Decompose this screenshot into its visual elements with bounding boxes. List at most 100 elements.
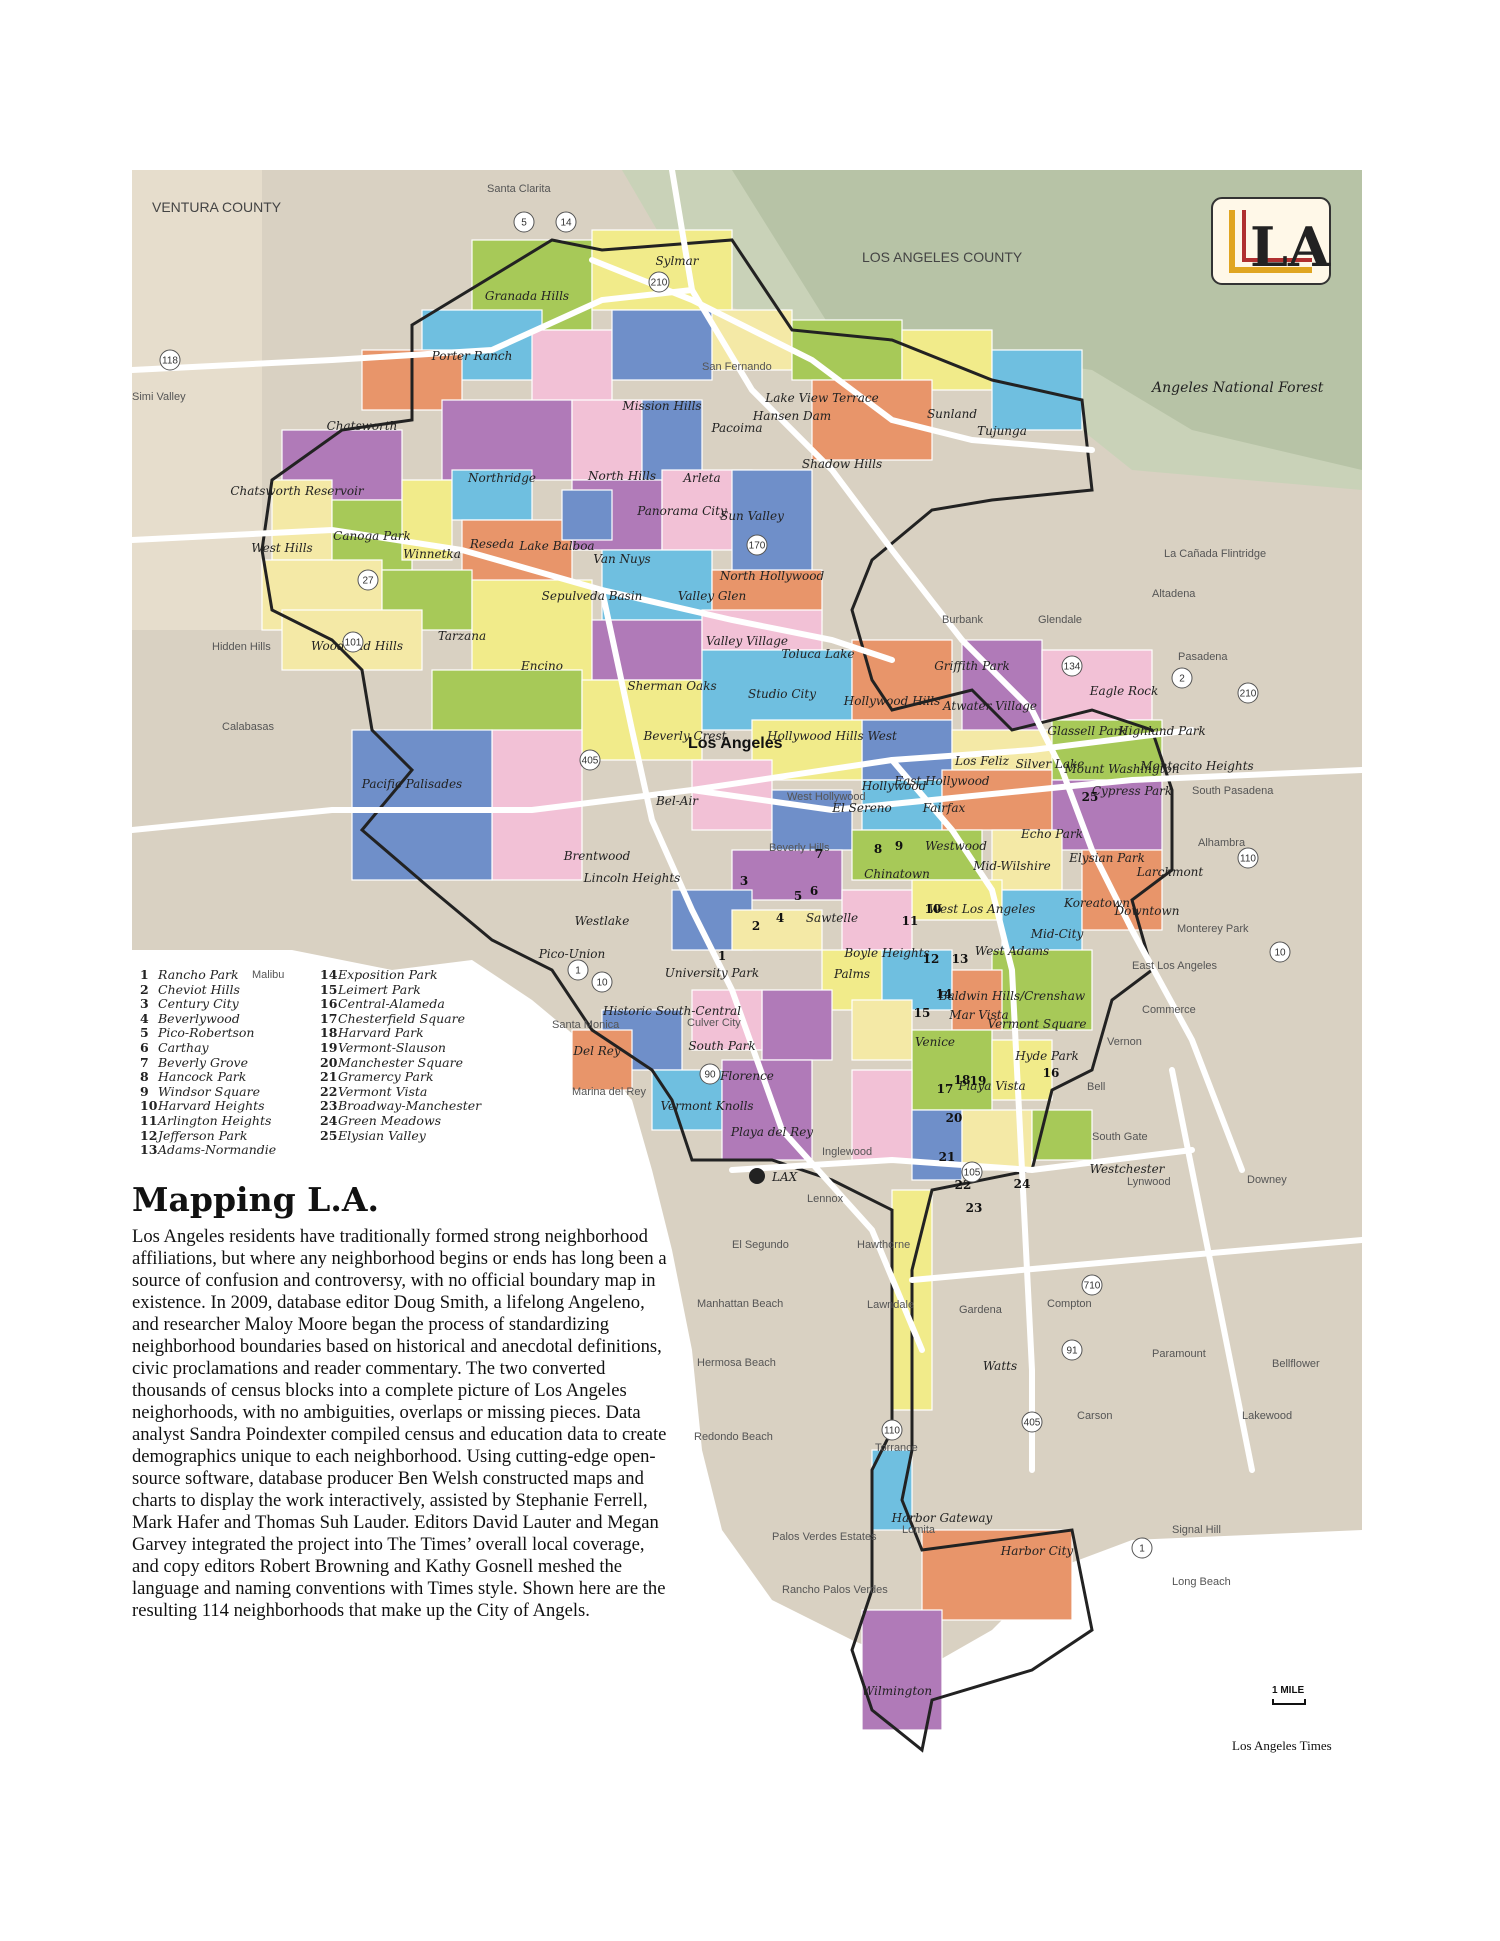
neighborhood-map: VENTURA COUNTY LOS ANGELES COUNTY Angele… <box>132 170 1362 1810</box>
legend-number-marker: 4 <box>776 911 784 925</box>
city-label: Lakewood <box>1242 1410 1292 1422</box>
neighborhood-tile <box>861 719 953 781</box>
legend-item-name: Hancock Park <box>158 1069 247 1085</box>
neighborhood-label: Vermont Square <box>988 1017 1087 1031</box>
legend-item-number: 3 <box>140 996 149 1012</box>
legend-item-name: Beverlywood <box>158 1010 240 1026</box>
city-label: Marina del Rey <box>572 1086 646 1098</box>
freeway-shield: 405 <box>1021 1411 1043 1433</box>
legend-item-number: 14 <box>320 967 338 982</box>
neighborhood-label: Lake View Terrace <box>764 391 878 405</box>
neighborhood-label: Pico-Union <box>538 947 606 961</box>
city-label: Hawthorne <box>857 1239 910 1251</box>
neighborhood-label: Hollywood Hills <box>843 694 941 708</box>
freeway-shield-number: 170 <box>749 541 766 552</box>
legend-item-number: 21 <box>320 1069 338 1085</box>
freeway-shield-badge <box>159 349 181 371</box>
legend-item-number: 5 <box>140 1025 149 1041</box>
city-label: Carson <box>1077 1410 1112 1422</box>
legend-item: 7 Beverly Grove <box>140 1055 320 1071</box>
city-label: Lawndale <box>867 1299 914 1311</box>
freeway-shield-badge <box>579 749 601 771</box>
freeway-shield-badge <box>648 271 670 293</box>
city-label: Pasadena <box>1178 651 1228 663</box>
neighborhood-label: Pacoima <box>710 421 762 435</box>
freeway-shield-number: 10 <box>596 978 608 989</box>
city-label: Gardena <box>959 1304 1003 1316</box>
legend-item-number: 11 <box>140 1112 158 1128</box>
neighborhood-label: Winnetka <box>403 547 461 561</box>
city-label: Long Beach <box>1172 1576 1231 1588</box>
freeway-shield-number: 1 <box>1139 1544 1145 1555</box>
freeway-shield: 405 <box>579 749 601 771</box>
neighborhood-label: Mount Washington <box>1064 762 1180 776</box>
freeway-shield-badge <box>513 211 535 233</box>
legend-item-name: Vermont Vista <box>338 1083 428 1099</box>
freeway-shield: 210 <box>1237 682 1259 704</box>
freeway-shield-badge <box>1237 847 1259 869</box>
legend-item: 3 Century City <box>140 996 320 1012</box>
freeway-shield-number: 210 <box>651 278 668 289</box>
neighborhood-tile <box>1041 649 1153 721</box>
neighborhood-tile <box>441 399 573 481</box>
neighborhood-label: Sunland <box>927 407 977 421</box>
legend-number-marker: 7 <box>815 847 823 861</box>
city-label: Culver City <box>687 1017 741 1029</box>
neighborhood-tile <box>811 379 933 461</box>
legend-item-number: 1 <box>140 967 149 982</box>
freeway-shield: 5 <box>513 211 535 233</box>
description-text: Los Angeles residents have traditionally… <box>132 1226 667 1621</box>
freeway-shield: 27 <box>357 569 379 591</box>
neighborhood-label: Beverly Crest <box>643 729 727 743</box>
legend-item-number: 15 <box>320 981 338 997</box>
city-label: Lynwood <box>1127 1176 1171 1188</box>
airport-icon <box>749 1168 765 1184</box>
city-label: Beverly Hills <box>769 842 830 854</box>
freeway-shield-number: 14 <box>560 218 572 229</box>
neighborhood-label: Sherman Oaks <box>627 679 716 693</box>
legend-item: 16Central-Alameda <box>320 996 500 1012</box>
neighborhood-label: Watts <box>983 1359 1017 1373</box>
city-label: El Segundo <box>732 1239 789 1251</box>
neighborhood-label: Encino <box>520 659 563 673</box>
neighborhood-tile <box>721 1059 813 1161</box>
neighborhood-label: Atwater Village <box>942 699 1037 713</box>
neighborhood-tile <box>701 649 853 731</box>
freeway-shields: 5 142101181702710140513422101101011090105… <box>159 211 1291 1559</box>
legend-number-marker: 21 <box>939 1150 956 1164</box>
freeway-shield-badge <box>1171 667 1193 689</box>
neighborhood-tile <box>911 879 1003 921</box>
neighborhood-label: South Park <box>688 1039 755 1053</box>
legend-number-marker: 1 <box>718 949 726 963</box>
freeway-shield-number: 27 <box>362 576 374 587</box>
freeway-shield-badge <box>961 1161 983 1183</box>
neighborhood-label: Playa del Rey <box>730 1125 813 1139</box>
legend-number-marker: 15 <box>914 1006 931 1020</box>
freeway-shield-number: 118 <box>162 356 178 367</box>
freeway-shield-number: 5 <box>521 218 527 229</box>
neighborhood-label: Toluca Lake <box>781 647 854 661</box>
neighborhood-label: Mission Hills <box>621 399 701 413</box>
legend-item: 1 Rancho Park <box>140 967 320 983</box>
freeway-shield: 1 <box>567 959 589 981</box>
neighborhood-label: Cypress Park <box>1092 784 1172 798</box>
neighborhood-label: Westchester <box>1090 1162 1166 1176</box>
neighborhood-label: Hollywood <box>861 779 927 793</box>
neighborhood-tile <box>911 1109 963 1181</box>
neighborhood-tile <box>351 729 493 881</box>
legend-item: 23Broadway-Manchester <box>320 1099 500 1114</box>
neighborhood-label: Lincoln Heights <box>583 871 681 885</box>
city-label: Lomita <box>902 1524 936 1536</box>
neighborhood-label: Harbor Gateway <box>891 1511 993 1525</box>
legend-number-marker: 13 <box>952 952 969 966</box>
ventura-county <box>132 170 262 630</box>
legend-item-number: 19 <box>320 1039 338 1055</box>
legend-item-name: Vermont-Slauson <box>338 1039 446 1055</box>
freeway-shield: 10 <box>591 971 613 993</box>
legend-item-name: Exposition Park <box>338 967 438 982</box>
legend-number-marker: 24 <box>1014 1177 1031 1191</box>
city-label: Manhattan Beach <box>697 1298 783 1310</box>
neighborhood-label: Larchmont <box>1136 865 1204 879</box>
legend-item-number: 4 <box>140 1010 149 1026</box>
